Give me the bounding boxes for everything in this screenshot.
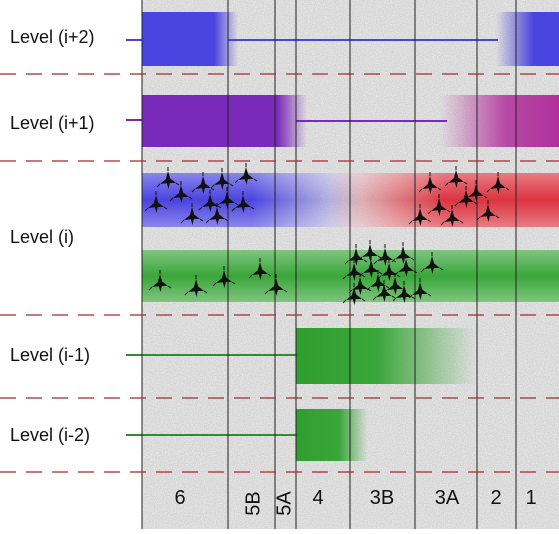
layer-label-5a: 5A [273,491,296,516]
level-label-i: Level (i) [10,227,75,247]
layer-label-1: 1 [525,487,537,509]
layer-label-5b: 5B [242,491,265,516]
level-label-i-plus-2: Level (i+2) [10,27,95,47]
level-label-i-minus-2: Level (i-2) [10,425,91,445]
level-separators [0,73,559,473]
layer-label-3a: 3A [434,487,460,509]
layer-label-2: 2 [490,487,502,509]
band-level-i1-deep [142,95,307,147]
band-level-im2 [296,409,368,461]
level-label-i-plus-1: Level (i+1) [10,113,95,133]
layer-label-3b: 3B [369,487,395,509]
layer-label-4: 4 [312,487,324,509]
band-level-im1 [296,328,476,384]
layer-boundaries [141,0,517,529]
band-level-i1-superficial [440,95,559,147]
layer-label-6: 6 [174,487,186,509]
level-label-i-minus-1: Level (i-1) [10,345,91,365]
band-level-i2-superficial [496,12,559,66]
band-level-i2-deep [142,12,238,66]
